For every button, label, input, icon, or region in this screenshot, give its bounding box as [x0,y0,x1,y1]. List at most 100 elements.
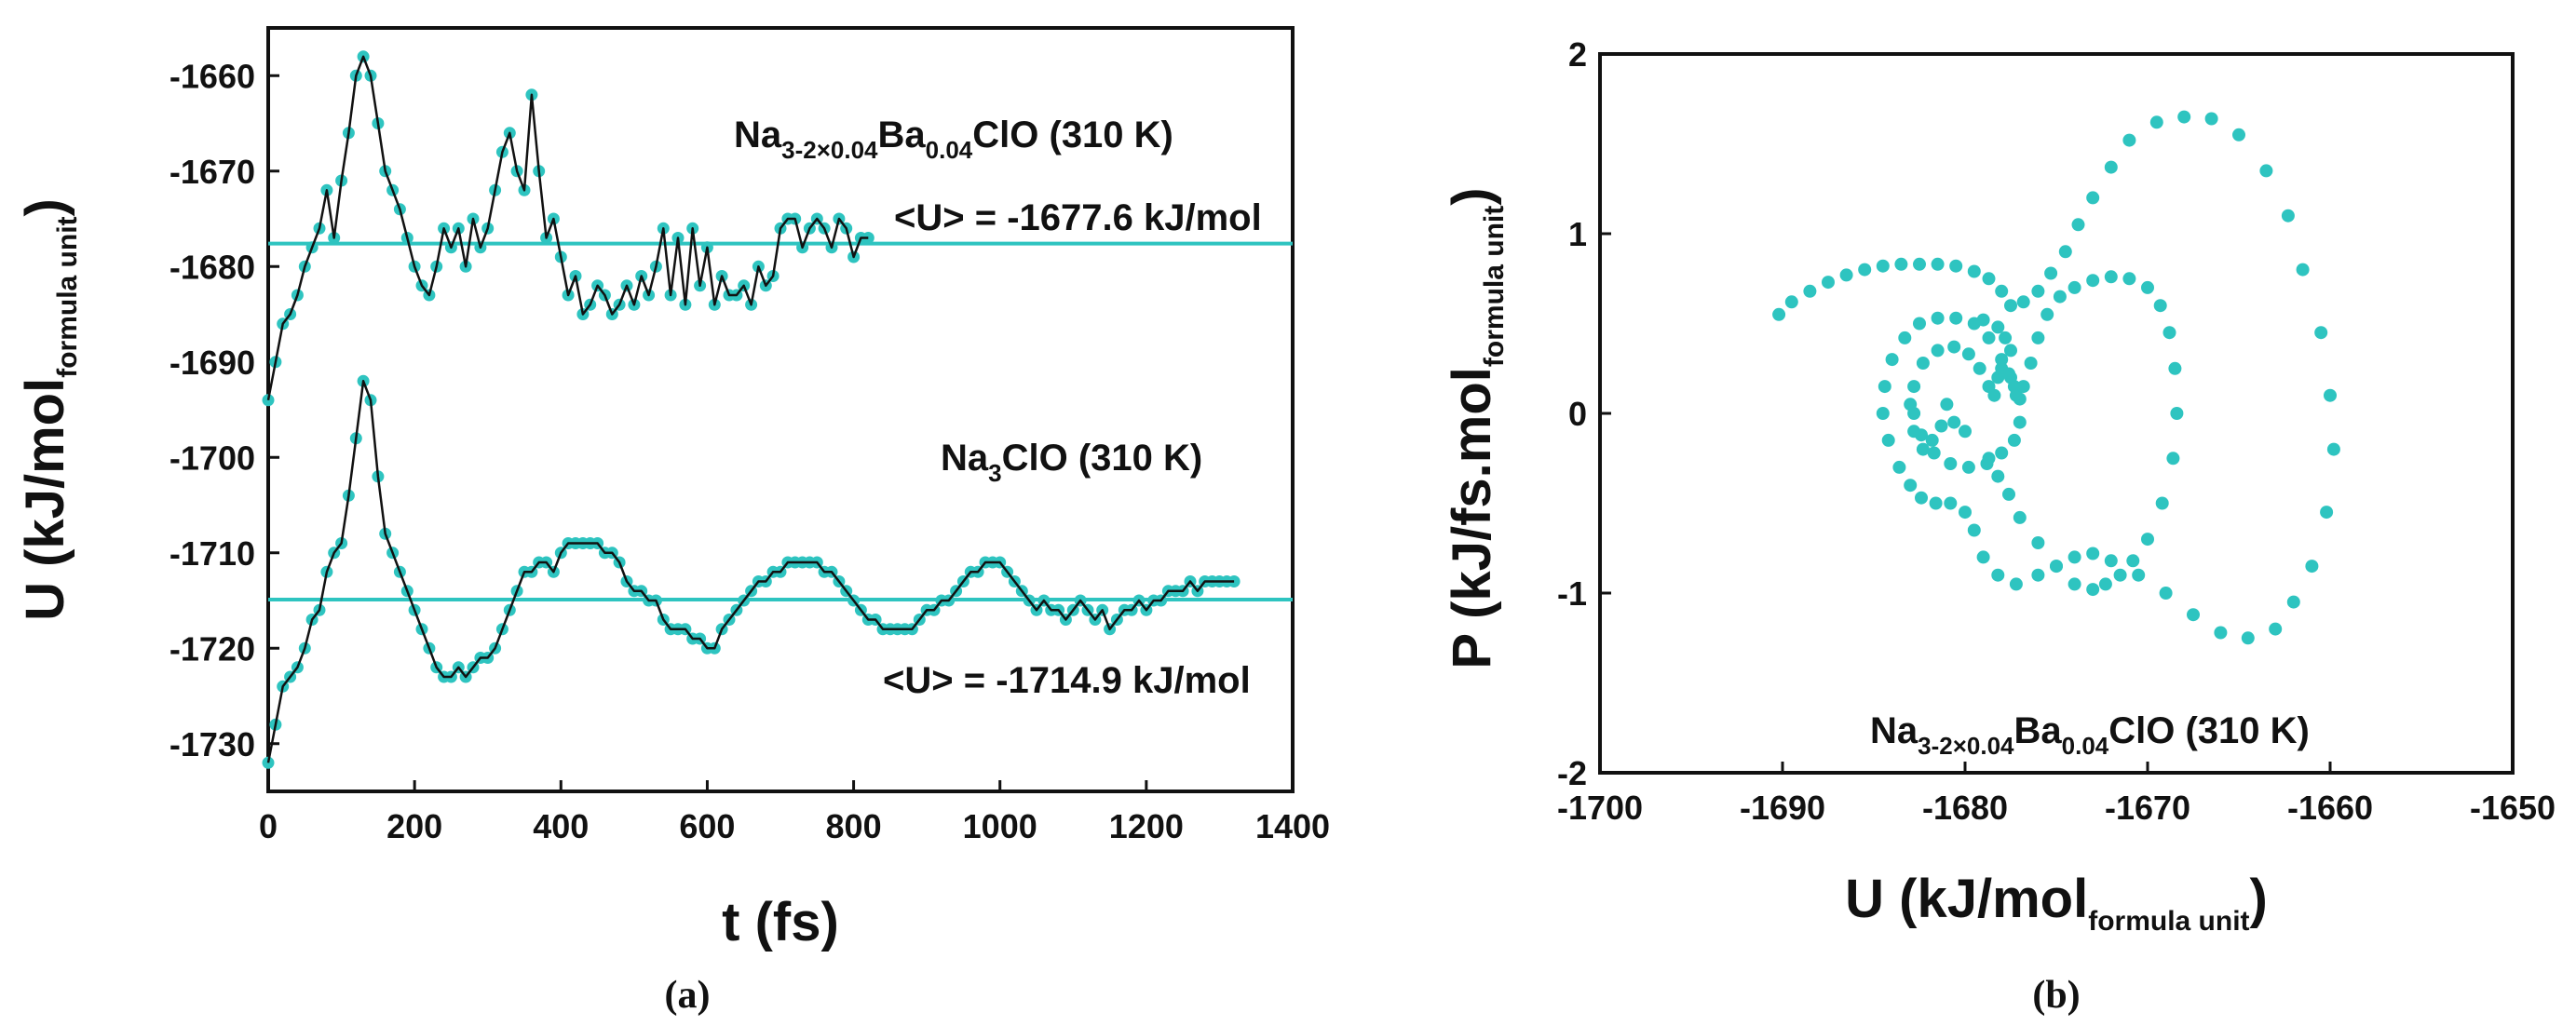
phase-point [1949,311,1963,325]
phase-point [2122,272,2136,286]
chart-a-x-tick-label: 800 [826,807,882,845]
series-1-label-na-sub: 3-2×0.04 [781,136,878,164]
panel-a-label: (a) [665,974,711,1017]
phase-point [2314,326,2328,340]
chart-a-y-axis-label-main: U (kJ/mol [15,378,75,621]
phase-point [2086,274,2100,288]
phase-point [1784,295,1798,309]
chart-b-annotation-ba-sub: 0.04 [2062,732,2109,760]
phase-point [2098,577,2112,591]
phase-point [1876,259,1890,273]
phase-point [1885,353,1899,367]
series-1-label-ba-sub: 0.04 [926,136,973,164]
chart-a-mean-lines [268,241,1293,601]
chart-a-x-tick-label: 1200 [1109,807,1184,845]
series-1-mean-label: <U> = -1677.6 kJ/mol [894,197,1262,238]
phase-point [2326,442,2340,456]
phase-point [1976,550,1990,564]
phase-point [2320,506,2334,520]
phase-point [1987,388,2001,402]
chart-b-y-axis-label-close: ) [1442,187,1502,205]
phase-point [1913,257,1926,271]
phase-point [1995,284,2009,298]
phase-point [2168,361,2182,375]
phase-point [1959,506,1972,520]
phase-point [2214,626,2228,640]
phase-point [2296,263,2310,277]
phase-point [2053,290,2067,304]
chart-a-y-tick-label: -1670 [169,153,255,191]
phase-point [1967,523,1981,537]
chart-a-y-axis-label-close: ) [15,198,75,216]
phase-point [1940,398,1954,412]
phase-point [2009,577,2023,591]
chart-a-y-axis-label-sub: formula unit [52,216,83,377]
phase-point [1894,257,1908,271]
phase-point [1982,452,1996,466]
phase-point [2166,452,2180,466]
phase-point [1949,259,1963,273]
phase-point [1995,446,2009,460]
phase-point [2241,631,2255,645]
chart-b-points [1772,110,2340,645]
phase-point [2141,533,2154,547]
chart-b-y-tick-label: 1 [1568,215,1587,253]
chart-a-ticks: 0 200 400 600 800 1000 1200 1400 -1660 -1670 -1680… [169,57,1330,845]
phase-point [2013,415,2027,429]
phase-point [2031,284,2045,298]
phase-point [1898,331,1912,344]
phase-point [2024,357,2038,370]
chart-a-x-axis-label: t (fs) [722,892,839,952]
chart-a-curves [266,55,1235,763]
phase-point [1947,340,1961,354]
phase-point [2002,487,2015,501]
phase-point [2050,560,2063,574]
chart-a-y-tick-label: -1730 [169,725,255,763]
chart-a: 0 200 400 600 800 1000 1200 1400 -1660 -1670 -1680… [15,26,1330,1017]
phase-point [1904,479,1918,493]
phase-point [1976,313,1990,327]
phase-point [2007,380,2021,394]
chart-b-y-axis-label-sub: formula unit [1479,206,1510,367]
phase-point [1934,419,1948,433]
phase-point [1961,460,1975,474]
phase-point [1881,433,1895,447]
series-2-label-na: Na [941,438,989,479]
chart-a-y-tick-label: -1700 [169,439,255,477]
phase-point [2122,133,2136,147]
chart-b-y-axis-label: P (kJ/fs.molformula unit) [1442,187,1510,668]
chart-b-y-tick-label: 0 [1568,395,1587,433]
phase-point [2068,550,2081,564]
series-2-label-rest: ClO (310 K) [1002,438,1203,479]
phase-point [2016,380,2030,394]
chart-b-y-tick-label: -1 [1557,574,1587,613]
chart-a-y-tick-label: -1680 [169,248,255,286]
phase-point [2013,392,2027,406]
phase-point [2259,164,2273,178]
phase-point [2002,367,2015,381]
phase-point [1931,344,1945,358]
phase-point [2071,218,2085,232]
phase-point [2007,433,2021,447]
chart-a-y-axis-label: U (kJ/molformula unit) [15,198,83,621]
series-1-label: Na3-2×0.04Ba0.04ClO (310 K) [734,115,1173,164]
phase-point [1907,425,1921,439]
phase-point [1931,311,1945,325]
phase-point [2269,622,2283,636]
chart-b-x-axis-label-sub: formula unit [2088,906,2249,937]
phase-point [1822,276,1835,290]
phase-point [2016,295,2030,309]
chart-a-y-tick-label: -1690 [169,344,255,382]
phase-point [1916,357,1930,370]
phase-point [2324,388,2337,402]
phase-point [2126,554,2140,568]
phase-point [2305,560,2319,574]
phase-point [1913,317,1926,331]
phase-point [2031,331,2045,344]
chart-b-x-tick-label: -1660 [2287,789,2373,827]
phase-point [2162,326,2176,340]
phase-point [2086,191,2100,205]
phase-point [2132,568,2146,582]
phase-point [1916,442,1930,456]
